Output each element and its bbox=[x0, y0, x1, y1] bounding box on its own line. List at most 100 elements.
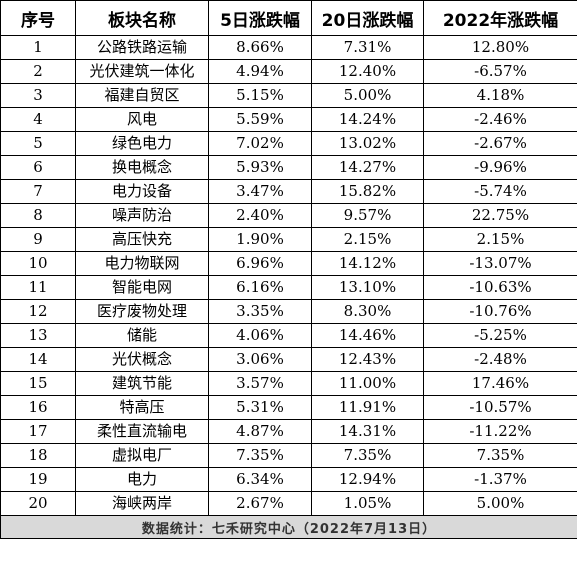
cell-2022-change: 4.18% bbox=[423, 83, 577, 108]
cell-2022-change: -13.07% bbox=[423, 251, 577, 276]
cell-5day-change: 3.47% bbox=[208, 179, 312, 204]
cell-5day-change: 3.57% bbox=[208, 371, 312, 396]
cell-20day-change: 12.40% bbox=[311, 59, 424, 84]
cell-2022-change: -2.67% bbox=[423, 131, 577, 156]
cell-rank: 20 bbox=[0, 491, 76, 516]
table-row: 1 公路铁路运输 8.66% 7.31% 12.80% bbox=[0, 35, 577, 60]
cell-sector-name: 特高压 bbox=[75, 395, 209, 420]
cell-sector-name: 电力物联网 bbox=[75, 251, 209, 276]
cell-5day-change: 6.34% bbox=[208, 467, 312, 492]
cell-2022-change: -9.96% bbox=[423, 155, 577, 180]
header-sector-name: 板块名称 bbox=[75, 0, 209, 36]
table-row: 15 建筑节能 3.57% 11.00% 17.46% bbox=[0, 371, 577, 396]
table-row: 20 海峡两岸 2.67% 1.05% 5.00% bbox=[0, 491, 577, 516]
cell-2022-change: -1.37% bbox=[423, 467, 577, 492]
sector-performance-table: 序号 板块名称 5日涨跌幅 20日涨跌幅 2022年涨跌幅 1 公路铁路运输 8.6… bbox=[0, 0, 577, 539]
header-20day-change: 20日涨跌幅 bbox=[311, 0, 424, 36]
table-row: 19 电力 6.34% 12.94% -1.37% bbox=[0, 467, 577, 492]
table-body: 1 公路铁路运输 8.66% 7.31% 12.80% 2 光伏建筑一体化 4.94% 12.4… bbox=[0, 35, 577, 516]
cell-sector-name: 光伏概念 bbox=[75, 347, 209, 372]
cell-5day-change: 6.16% bbox=[208, 275, 312, 300]
cell-5day-change: 4.06% bbox=[208, 323, 312, 348]
cell-rank: 2 bbox=[0, 59, 76, 84]
cell-5day-change: 2.67% bbox=[208, 491, 312, 516]
table-row: 6 换电概念 5.93% 14.27% -9.96% bbox=[0, 155, 577, 180]
footer-row: 数据统计：七禾研究中心（2022年7月13日） bbox=[0, 515, 577, 539]
cell-rank: 8 bbox=[0, 203, 76, 228]
cell-sector-name: 风电 bbox=[75, 107, 209, 132]
cell-2022-change: 17.46% bbox=[423, 371, 577, 396]
cell-5day-change: 4.94% bbox=[208, 59, 312, 84]
table-row: 10 电力物联网 6.96% 14.12% -13.07% bbox=[0, 251, 577, 276]
cell-sector-name: 电力 bbox=[75, 467, 209, 492]
cell-20day-change: 14.24% bbox=[311, 107, 424, 132]
cell-20day-change: 2.15% bbox=[311, 227, 424, 252]
cell-20day-change: 11.91% bbox=[311, 395, 424, 420]
cell-sector-name: 智能电网 bbox=[75, 275, 209, 300]
cell-rank: 15 bbox=[0, 371, 76, 396]
header-row: 序号 板块名称 5日涨跌幅 20日涨跌幅 2022年涨跌幅 bbox=[0, 0, 577, 36]
cell-5day-change: 8.66% bbox=[208, 35, 312, 60]
cell-2022-change: 5.00% bbox=[423, 491, 577, 516]
cell-rank: 16 bbox=[0, 395, 76, 420]
cell-2022-change: -11.22% bbox=[423, 419, 577, 444]
table-row: 14 光伏概念 3.06% 12.43% -2.48% bbox=[0, 347, 577, 372]
cell-5day-change: 5.93% bbox=[208, 155, 312, 180]
cell-2022-change: 22.75% bbox=[423, 203, 577, 228]
table-row: 2 光伏建筑一体化 4.94% 12.40% -6.57% bbox=[0, 59, 577, 84]
cell-rank: 9 bbox=[0, 227, 76, 252]
cell-rank: 6 bbox=[0, 155, 76, 180]
cell-sector-name: 柔性直流输电 bbox=[75, 419, 209, 444]
header-2022-change: 2022年涨跌幅 bbox=[423, 0, 577, 36]
cell-5day-change: 3.35% bbox=[208, 299, 312, 324]
cell-20day-change: 14.31% bbox=[311, 419, 424, 444]
cell-rank: 4 bbox=[0, 107, 76, 132]
cell-5day-change: 5.59% bbox=[208, 107, 312, 132]
cell-2022-change: -2.46% bbox=[423, 107, 577, 132]
table-footer: 数据统计：七禾研究中心（2022年7月13日） bbox=[0, 515, 577, 539]
table-header: 序号 板块名称 5日涨跌幅 20日涨跌幅 2022年涨跌幅 bbox=[0, 0, 577, 36]
cell-20day-change: 12.94% bbox=[311, 467, 424, 492]
cell-20day-change: 13.02% bbox=[311, 131, 424, 156]
header-rank: 序号 bbox=[0, 0, 76, 36]
table-row: 18 虚拟电厂 7.35% 7.35% 7.35% bbox=[0, 443, 577, 468]
cell-sector-name: 福建自贸区 bbox=[75, 83, 209, 108]
cell-sector-name: 绿色电力 bbox=[75, 131, 209, 156]
cell-2022-change: -2.48% bbox=[423, 347, 577, 372]
table-row: 11 智能电网 6.16% 13.10% -10.63% bbox=[0, 275, 577, 300]
cell-5day-change: 4.87% bbox=[208, 419, 312, 444]
table-row: 17 柔性直流输电 4.87% 14.31% -11.22% bbox=[0, 419, 577, 444]
cell-rank: 7 bbox=[0, 179, 76, 204]
cell-5day-change: 6.96% bbox=[208, 251, 312, 276]
cell-5day-change: 5.31% bbox=[208, 395, 312, 420]
table-row: 8 噪声防治 2.40% 9.57% 22.75% bbox=[0, 203, 577, 228]
cell-20day-change: 7.35% bbox=[311, 443, 424, 468]
cell-20day-change: 1.05% bbox=[311, 491, 424, 516]
cell-20day-change: 14.46% bbox=[311, 323, 424, 348]
cell-rank: 5 bbox=[0, 131, 76, 156]
cell-2022-change: -5.74% bbox=[423, 179, 577, 204]
cell-20day-change: 13.10% bbox=[311, 275, 424, 300]
header-5day-change: 5日涨跌幅 bbox=[208, 0, 312, 36]
cell-sector-name: 医疗废物处理 bbox=[75, 299, 209, 324]
cell-sector-name: 光伏建筑一体化 bbox=[75, 59, 209, 84]
cell-5day-change: 3.06% bbox=[208, 347, 312, 372]
cell-20day-change: 15.82% bbox=[311, 179, 424, 204]
table-row: 3 福建自贸区 5.15% 5.00% 4.18% bbox=[0, 83, 577, 108]
cell-20day-change: 8.30% bbox=[311, 299, 424, 324]
cell-20day-change: 14.27% bbox=[311, 155, 424, 180]
cell-rank: 12 bbox=[0, 299, 76, 324]
cell-20day-change: 9.57% bbox=[311, 203, 424, 228]
cell-rank: 11 bbox=[0, 275, 76, 300]
cell-2022-change: -10.63% bbox=[423, 275, 577, 300]
cell-5day-change: 7.02% bbox=[208, 131, 312, 156]
cell-20day-change: 12.43% bbox=[311, 347, 424, 372]
cell-2022-change: -10.57% bbox=[423, 395, 577, 420]
cell-sector-name: 换电概念 bbox=[75, 155, 209, 180]
cell-2022-change: 7.35% bbox=[423, 443, 577, 468]
cell-20day-change: 5.00% bbox=[311, 83, 424, 108]
cell-sector-name: 建筑节能 bbox=[75, 371, 209, 396]
cell-rank: 14 bbox=[0, 347, 76, 372]
cell-2022-change: -5.25% bbox=[423, 323, 577, 348]
